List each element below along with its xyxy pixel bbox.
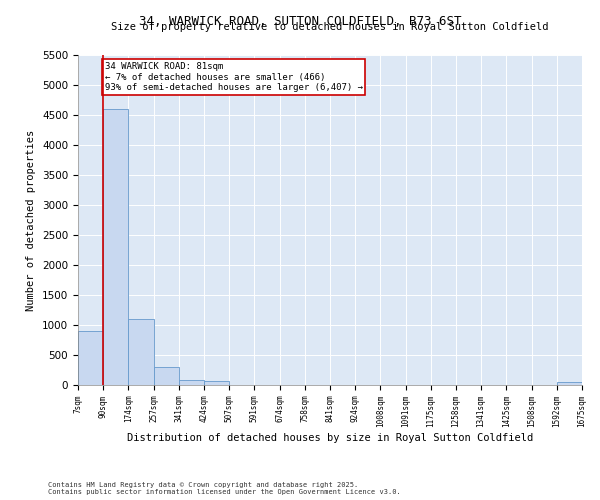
Bar <box>204 382 229 385</box>
Bar <box>154 367 179 385</box>
Text: Contains HM Land Registry data © Crown copyright and database right 2025.
Contai: Contains HM Land Registry data © Crown c… <box>48 482 401 495</box>
Bar <box>557 382 582 385</box>
Bar <box>78 331 103 385</box>
Bar <box>179 380 204 385</box>
Text: 34, WARWICK ROAD, SUTTON COLDFIELD, B73 6ST: 34, WARWICK ROAD, SUTTON COLDFIELD, B73 … <box>139 15 461 28</box>
X-axis label: Distribution of detached houses by size in Royal Sutton Coldfield: Distribution of detached houses by size … <box>127 432 533 442</box>
Y-axis label: Number of detached properties: Number of detached properties <box>26 130 37 310</box>
Text: 34 WARWICK ROAD: 81sqm
← 7% of detached houses are smaller (466)
93% of semi-det: 34 WARWICK ROAD: 81sqm ← 7% of detached … <box>104 62 362 92</box>
Title: Size of property relative to detached houses in Royal Sutton Coldfield: Size of property relative to detached ho… <box>111 22 549 32</box>
Bar <box>128 319 154 385</box>
Bar <box>103 109 128 385</box>
